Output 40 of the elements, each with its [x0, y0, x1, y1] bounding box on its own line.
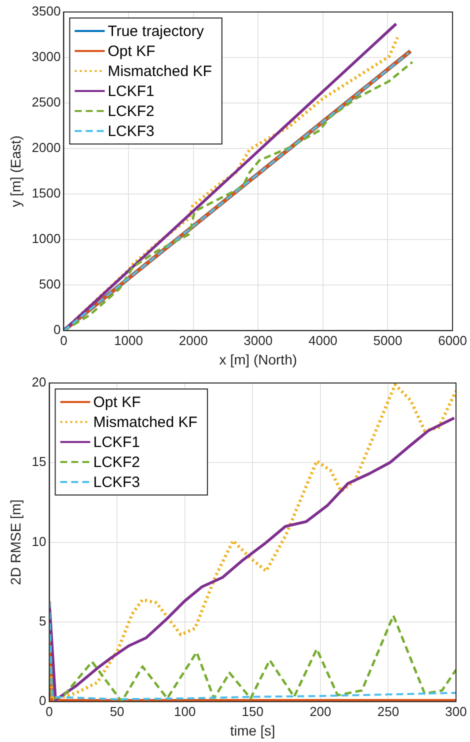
x-tick-label: 4000 — [308, 332, 338, 348]
x-tick-label: 250 — [377, 704, 400, 719]
x-axis-title: x [m] (North) — [219, 351, 298, 368]
y-tick-label: 1000 — [32, 231, 61, 246]
legend-label: Opt KF — [93, 394, 141, 412]
y-tick-label: 3000 — [32, 49, 61, 64]
x-axis-title: time [s] — [230, 722, 276, 738]
legend-label: Opt KF — [108, 43, 156, 60]
x-tick-label: 150 — [242, 704, 264, 719]
y-tick-label: 3500 — [32, 4, 61, 19]
y-tick-label: 0 — [39, 693, 46, 708]
legend-label: LCKF3 — [108, 123, 154, 140]
legend-label: True trajectory — [108, 23, 204, 40]
x-tick-label: 6000 — [438, 332, 467, 348]
y-tick-label: 10 — [32, 534, 46, 549]
y-tick-label: 2000 — [32, 140, 61, 156]
legend-label: LCKF2 — [108, 103, 154, 120]
x-tick-label: 2000 — [178, 332, 208, 348]
legend-label: Mismatched KF — [93, 414, 198, 432]
y-tick-label: 20 — [32, 374, 46, 390]
legend-label: LCKF1 — [93, 434, 140, 452]
legend-label: LCKF1 — [108, 83, 154, 100]
legend-label: Mismatched KF — [108, 63, 212, 80]
x-tick-label: 3000 — [244, 332, 273, 348]
x-tick-label: 200 — [310, 704, 332, 719]
x-tick-label: 1000 — [114, 332, 143, 348]
y-tick-label: 1500 — [32, 186, 61, 201]
y-tick-label: 5 — [39, 614, 46, 629]
y-axis-title: y [m] (East) — [7, 136, 24, 208]
x-tick-label: 300 — [445, 704, 467, 719]
x-tick-label: 100 — [174, 704, 196, 719]
x-tick-label: 5000 — [373, 332, 402, 348]
y-axis-title: 2D RMSE [m] — [7, 500, 24, 586]
legend-label: LCKF3 — [93, 474, 140, 492]
y-tick-label: 15 — [32, 454, 46, 470]
y-tick-label: 0 — [53, 322, 61, 338]
legend-label: LCKF2 — [93, 454, 140, 472]
y-tick-label: 500 — [39, 276, 61, 292]
x-tick-label: 50 — [110, 704, 124, 719]
y-tick-label: 2500 — [32, 94, 61, 110]
